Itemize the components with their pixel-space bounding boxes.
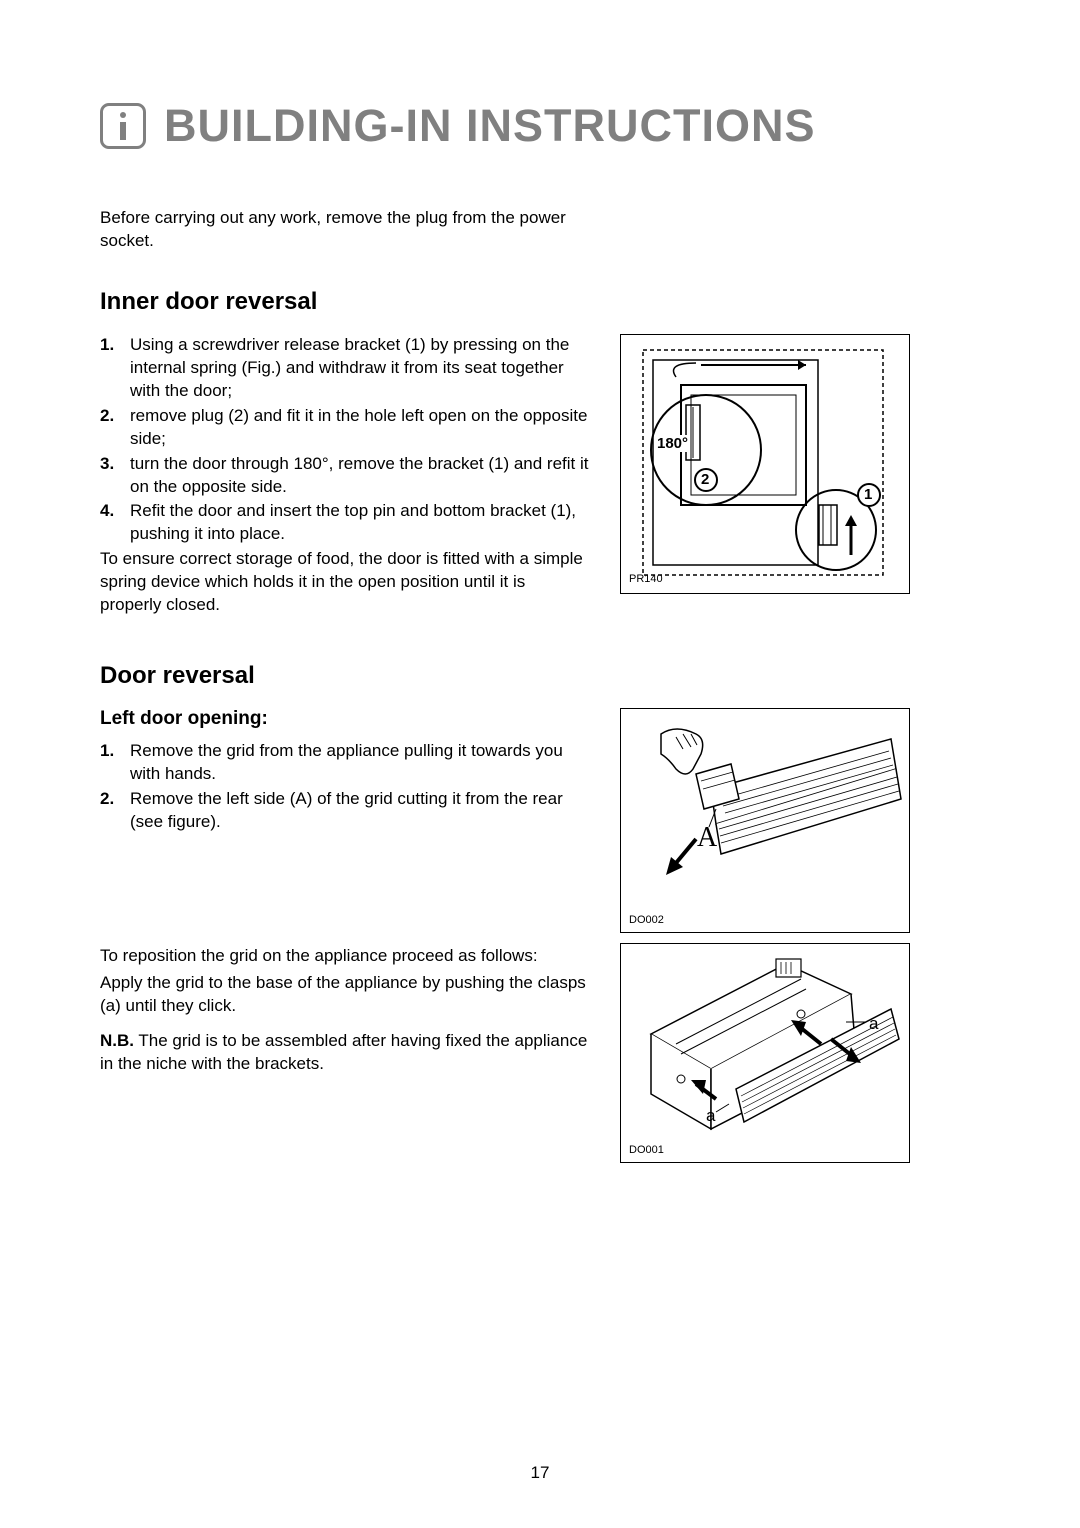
info-icon bbox=[100, 103, 146, 149]
section2-steps: 1. Remove the grid from the appliance pul… bbox=[100, 740, 590, 834]
list-item: 2. Remove the left side (A) of the grid c… bbox=[100, 788, 590, 834]
nb-text: The grid is to be assembled after having… bbox=[100, 1031, 587, 1073]
list-item: 4. Refit the door and insert the top pin … bbox=[100, 500, 590, 546]
step-text: turn the door through 180°, remove the b… bbox=[130, 454, 589, 496]
step-number: 4. bbox=[100, 500, 114, 523]
marker-2: 2 bbox=[701, 471, 709, 488]
section2-figure3-col: a a DO001 bbox=[620, 943, 910, 1163]
figure-label: DO001 bbox=[629, 1144, 664, 1156]
page-title: BUILDING-IN INSTRUCTIONS bbox=[164, 100, 815, 152]
section2-figure2-col: A DO002 bbox=[620, 708, 910, 933]
section2-row2: To reposition the grid on the appliance … bbox=[100, 943, 980, 1163]
section2: Door reversal Left door opening: 1. Remov… bbox=[100, 662, 980, 1163]
marker-1: 1 bbox=[864, 486, 872, 503]
section1-row: 1. Using a screwdriver release bracket (1… bbox=[100, 334, 980, 617]
list-item: 3. turn the door through 180°, remove the… bbox=[100, 453, 590, 499]
section2-heading: Door reversal bbox=[100, 662, 980, 690]
step-text: Using a screwdriver release bracket (1) … bbox=[130, 335, 569, 400]
step-number: 1. bbox=[100, 334, 114, 357]
section1-steps: 1. Using a screwdriver release bracket (1… bbox=[100, 334, 590, 546]
diagram-pr140 bbox=[621, 335, 911, 595]
step-number: 1. bbox=[100, 740, 114, 763]
section1-note: To ensure correct storage of food, the d… bbox=[100, 548, 590, 617]
list-item: 2. remove plug (2) and fit it in the hole… bbox=[100, 405, 590, 451]
section2-row1: Left door opening: 1. Remove the grid fro… bbox=[100, 708, 980, 933]
step-text: Refit the door and insert the top pin an… bbox=[130, 501, 576, 543]
step-text: Remove the grid from the appliance pulli… bbox=[130, 741, 563, 783]
step-text: remove plug (2) and fit it in the hole l… bbox=[130, 406, 587, 448]
figure-do002: A DO002 bbox=[620, 708, 910, 933]
page-number: 17 bbox=[531, 1463, 550, 1483]
section1-figure-col: 180° 1 2 PR140 bbox=[620, 334, 910, 617]
nb-label: N.B. bbox=[100, 1031, 134, 1050]
clasp-a2: a bbox=[706, 1106, 715, 1126]
list-item: 1. Using a screwdriver release bracket (1… bbox=[100, 334, 590, 403]
step-number: 2. bbox=[100, 788, 114, 811]
figure-label: DO002 bbox=[629, 914, 664, 926]
figure-label: PR140 bbox=[629, 573, 663, 585]
grid-para2: Apply the grid to the base of the applia… bbox=[100, 972, 590, 1018]
step-text: Remove the left side (A) of the grid cut… bbox=[130, 789, 563, 831]
grid-para1: To reposition the grid on the appliance … bbox=[100, 945, 590, 968]
page-container: BUILDING-IN INSTRUCTIONS Before carrying… bbox=[0, 0, 1080, 1248]
section2-subheading: Left door opening: bbox=[100, 708, 590, 730]
clasp-a1: a bbox=[869, 1014, 878, 1034]
grid-text: To reposition the grid on the appliance … bbox=[100, 943, 590, 1163]
diagram-do001 bbox=[621, 944, 911, 1164]
nb-para: N.B. The grid is to be assembled after h… bbox=[100, 1030, 590, 1076]
step-number: 2. bbox=[100, 405, 114, 428]
title-row: BUILDING-IN INSTRUCTIONS bbox=[100, 100, 980, 152]
figure-pr140: 180° 1 2 PR140 bbox=[620, 334, 910, 594]
step-number: 3. bbox=[100, 453, 114, 476]
figure-do001: a a DO001 bbox=[620, 943, 910, 1163]
intro-text: Before carrying out any work, remove the… bbox=[100, 207, 600, 253]
section1-heading: Inner door reversal bbox=[100, 288, 980, 316]
diagram-do002 bbox=[621, 709, 911, 934]
letter-a: A bbox=[697, 822, 717, 854]
list-item: 1. Remove the grid from the appliance pul… bbox=[100, 740, 590, 786]
angle-label: 180° bbox=[655, 435, 690, 452]
section1-text: 1. Using a screwdriver release bracket (1… bbox=[100, 334, 590, 617]
section2-text: Left door opening: 1. Remove the grid fro… bbox=[100, 708, 590, 933]
